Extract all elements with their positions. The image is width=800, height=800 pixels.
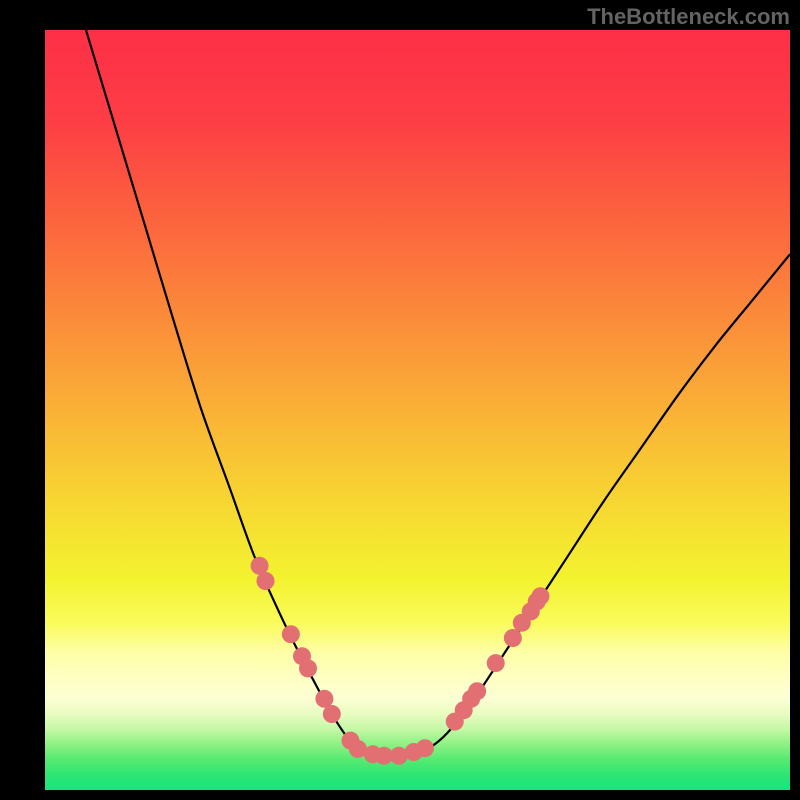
data-marker xyxy=(416,739,434,757)
watermark-text: TheBottleneck.com xyxy=(587,4,790,30)
bottleneck-curve xyxy=(86,30,790,757)
data-marker xyxy=(487,654,505,672)
data-marker xyxy=(531,587,549,605)
data-marker xyxy=(468,682,486,700)
plot-area xyxy=(45,30,790,790)
data-marker xyxy=(299,659,317,677)
data-marker xyxy=(323,705,341,723)
bottleneck-curve-chart xyxy=(45,30,790,790)
data-marker xyxy=(282,625,300,643)
data-marker xyxy=(504,629,522,647)
data-marker xyxy=(257,572,275,590)
